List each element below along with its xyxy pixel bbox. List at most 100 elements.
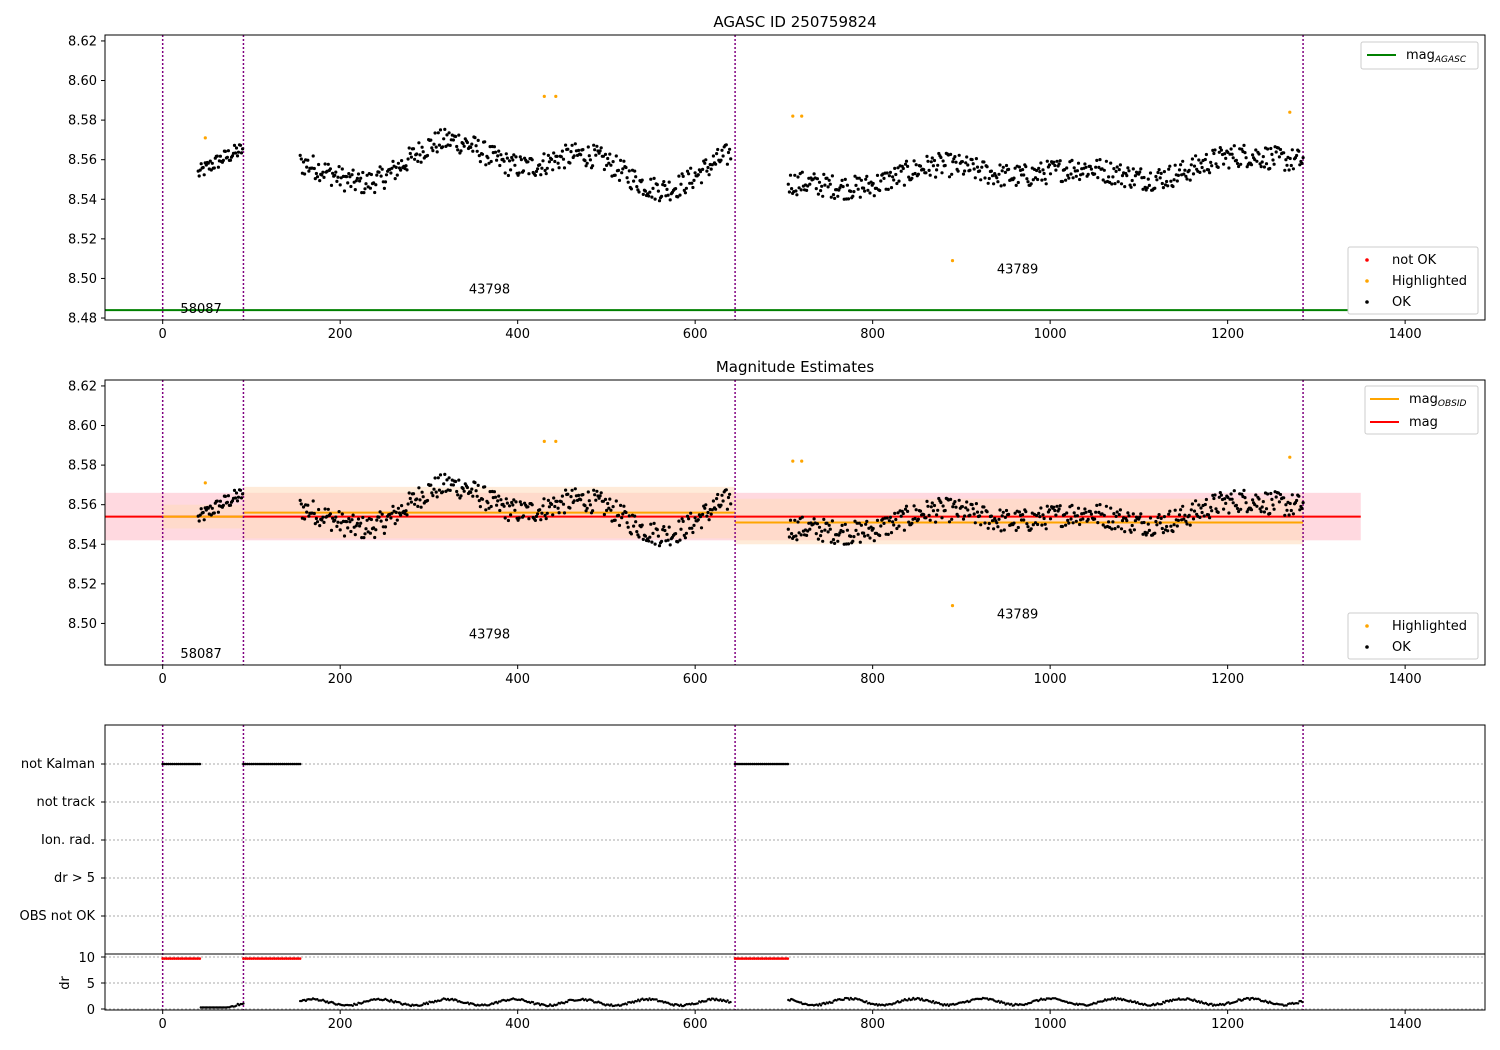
ok-point [1218,146,1222,150]
ok-point [512,498,516,502]
ok-point [1290,148,1294,152]
ok-point [320,518,324,522]
ok-point [910,176,914,180]
ok-point [786,182,790,186]
ok-point [334,515,338,519]
ok-point [814,532,818,536]
ok-point [476,483,480,487]
ok-point [1111,175,1115,179]
ok-point [212,166,216,170]
ok-point [1264,162,1269,166]
ok-point [1069,172,1073,176]
ok-point [975,510,980,514]
highlighted-point [542,439,546,443]
ok-point [399,168,403,172]
ok-point [1076,161,1081,165]
ok-point [653,542,657,546]
y-tick-label: 8.60 [68,74,97,89]
ok-point [996,525,1000,529]
ok-point [394,165,398,169]
ok-point [1251,498,1255,502]
ok-point [506,518,510,523]
ok-point [1204,497,1208,502]
ok-point [430,491,434,495]
ok-point [1052,505,1056,509]
ok-point [865,174,869,178]
ok-point [691,185,695,190]
dr-point [537,1002,540,1005]
ok-point [701,167,705,171]
ok-point [681,174,685,178]
highlighted-point [950,259,955,263]
ok-point [795,538,799,542]
ok-point [350,173,354,177]
ok-point [451,138,455,142]
ok-point [965,500,969,504]
dr-point [351,1004,354,1007]
ok-point [545,511,549,515]
ok-point [218,154,222,158]
ok-point [1175,179,1179,183]
ok-point [561,502,566,506]
ok-point [409,155,413,159]
ok-point [1157,513,1161,517]
ok-point [1297,149,1301,153]
ok-point [1166,184,1170,188]
ok-point [1047,163,1052,167]
ok-point [437,143,441,147]
ok-point [999,529,1003,533]
not-kalman-point [190,762,194,766]
ok-point [913,516,917,521]
ok-point [1065,511,1069,515]
dr-point [696,1002,699,1005]
ok-point [1202,169,1206,173]
ok-point [429,483,433,487]
ok-point [1223,497,1227,501]
dr-high-point [741,957,745,960]
figure-title: AGASC ID 250759824 [713,13,876,31]
ok-point [504,152,508,156]
ok-point [863,534,867,538]
dr-high-point [242,957,245,960]
ok-point [643,534,648,538]
ok-point [640,523,644,527]
ok-point [979,178,983,182]
dr-high-point [778,957,782,960]
ok-point [1048,517,1053,521]
ok-point [862,186,866,190]
ok-point [987,176,991,181]
not-kalman-point [296,762,300,766]
ok-point [904,159,909,163]
ok-point [1039,161,1043,165]
ok-point [1036,522,1040,527]
ok-point [593,148,597,152]
ok-point [208,504,212,508]
ok-point [391,159,395,163]
ok-point [497,494,501,498]
ok-point [1038,170,1042,174]
ok-point [487,506,491,510]
ok-point [1089,512,1093,516]
ok-point [539,173,543,177]
ok-point [1244,156,1248,160]
ok-point [493,150,498,154]
ok-point [588,158,593,162]
ok-point [1259,165,1263,169]
ok-point [505,156,509,160]
ok-point [1284,503,1288,507]
dr-high-point [192,957,196,960]
legend-mag-label: mag [1409,415,1438,430]
ok-point [794,534,798,538]
dr-high-point [175,957,178,960]
ok-point [819,189,823,193]
ok-point [1176,518,1180,523]
not-kalman-point [761,762,764,766]
ok-point [684,186,689,190]
ok-point [1004,163,1009,168]
ok-point [603,497,608,501]
ok-point [365,518,369,522]
ok-point [351,513,355,517]
ok-point [902,528,907,532]
ok-point [1295,498,1299,503]
dr-high-point [180,957,184,960]
